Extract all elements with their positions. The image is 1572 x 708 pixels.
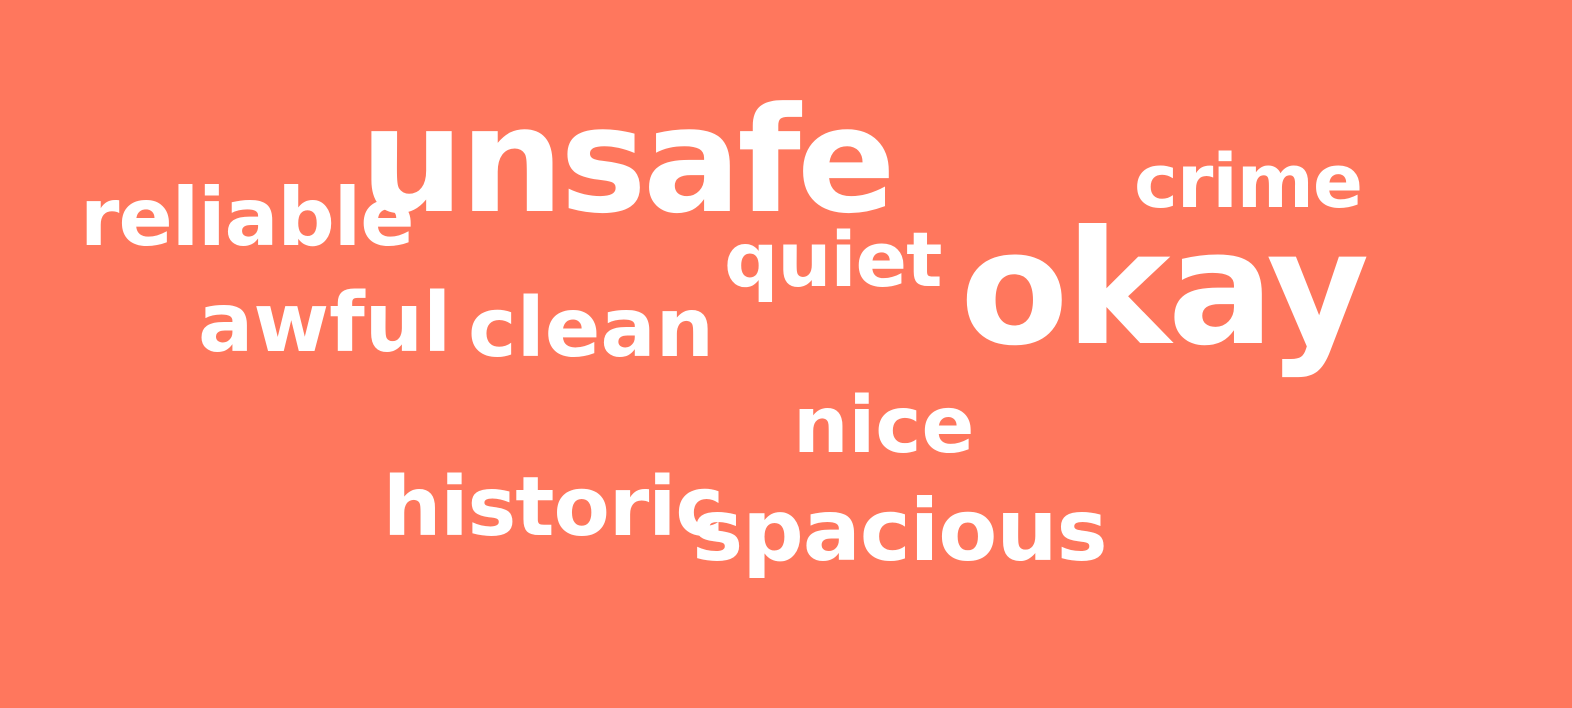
word-unsafe: unsafe: [360, 76, 896, 246]
word-spacious: spacious: [692, 481, 1108, 581]
word-historic: historic: [383, 460, 724, 555]
word-clean: clean: [468, 281, 715, 376]
word-crime: crime: [1134, 139, 1363, 225]
word-okay: okay: [960, 197, 1369, 381]
word-nice: nice: [793, 381, 975, 471]
word-quiet: quiet: [724, 215, 942, 304]
word-awful: awful: [198, 276, 452, 371]
word-reliable: reliable: [80, 171, 414, 264]
